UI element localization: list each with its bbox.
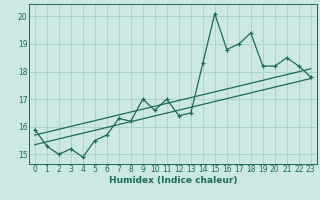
X-axis label: Humidex (Indice chaleur): Humidex (Indice chaleur): [108, 176, 237, 185]
